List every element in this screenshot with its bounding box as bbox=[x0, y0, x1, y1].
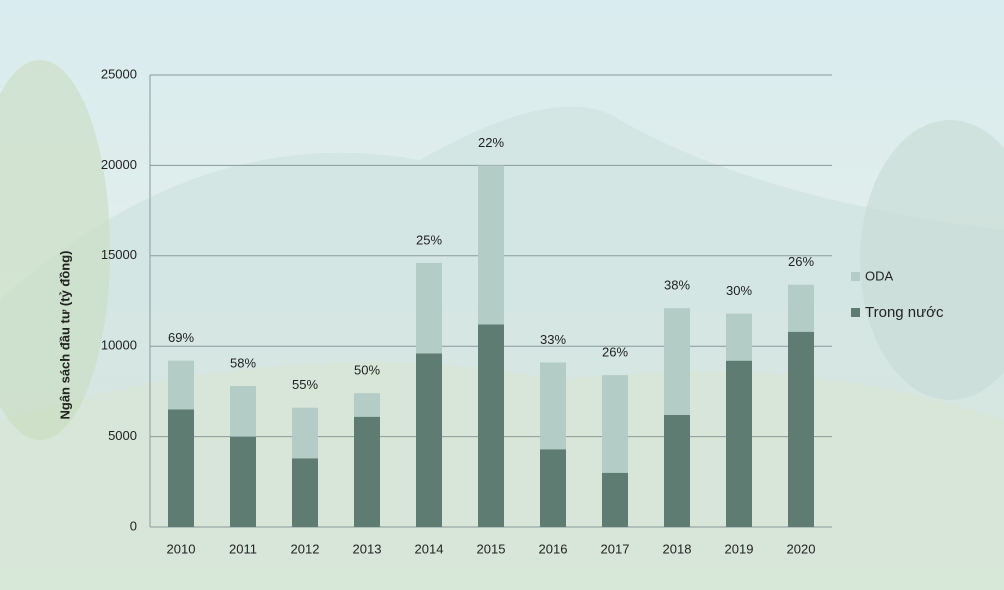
bar-annotation: 26% bbox=[602, 345, 628, 360]
bar-annotation: 58% bbox=[230, 355, 256, 370]
legend-label: ODA bbox=[865, 268, 894, 283]
y-tick-label: 10000 bbox=[101, 338, 137, 353]
x-tick-label: 2019 bbox=[725, 541, 754, 556]
bar-segment bbox=[416, 263, 442, 354]
tree bbox=[860, 120, 1004, 400]
y-tick-label: 20000 bbox=[101, 157, 137, 172]
y-tick-label: 0 bbox=[130, 518, 137, 533]
legend-swatch bbox=[851, 272, 860, 281]
bar-annotation: 33% bbox=[540, 332, 566, 347]
bar-segment bbox=[602, 472, 628, 527]
y-tick-label: 25000 bbox=[101, 66, 137, 81]
bar-annotation: 22% bbox=[478, 135, 504, 150]
bar-segment bbox=[230, 385, 256, 437]
bar-segment bbox=[292, 407, 318, 459]
x-tick-label: 2013 bbox=[353, 541, 382, 556]
bar-segment bbox=[416, 353, 442, 527]
bar-segment bbox=[664, 308, 690, 415]
bar-segment bbox=[168, 360, 194, 410]
bar-annotation: 30% bbox=[726, 283, 752, 298]
bar-segment bbox=[354, 393, 380, 417]
bar-segment bbox=[726, 313, 752, 361]
x-tick-label: 2015 bbox=[477, 541, 506, 556]
tree bbox=[0, 60, 110, 440]
bar-annotation: 25% bbox=[416, 232, 442, 247]
bar-segment bbox=[602, 375, 628, 473]
bar-segment bbox=[726, 360, 752, 527]
bar-annotation: 26% bbox=[788, 254, 814, 269]
bar-annotation: 50% bbox=[354, 363, 380, 378]
y-tick-label: 5000 bbox=[108, 428, 137, 443]
bar-segment bbox=[540, 449, 566, 527]
bar-segment bbox=[168, 409, 194, 527]
bar-segment bbox=[540, 362, 566, 450]
bar-annotation: 55% bbox=[292, 377, 318, 392]
legend-label: Trong nước bbox=[865, 304, 944, 321]
bar-annotation: 69% bbox=[168, 330, 194, 345]
x-tick-label: 2010 bbox=[167, 541, 196, 556]
x-tick-label: 2012 bbox=[291, 541, 320, 556]
bar-segment bbox=[664, 414, 690, 527]
bar-annotation: 38% bbox=[664, 278, 690, 293]
bar-segment bbox=[788, 331, 814, 527]
bar-segment bbox=[478, 165, 504, 325]
bar-segment bbox=[354, 416, 380, 527]
y-axis-label: Ngân sách đầu tư (tỷ đồng) bbox=[57, 250, 72, 419]
x-tick-label: 2020 bbox=[787, 541, 816, 556]
x-tick-label: 2014 bbox=[415, 541, 444, 556]
bar-segment bbox=[788, 284, 814, 332]
x-tick-label: 2011 bbox=[229, 541, 257, 556]
legend-swatch bbox=[851, 308, 860, 317]
bar-segment bbox=[230, 436, 256, 527]
x-tick-label: 2017 bbox=[601, 541, 630, 556]
bar-segment bbox=[292, 458, 318, 527]
x-tick-label: 2016 bbox=[539, 541, 568, 556]
y-tick-label: 15000 bbox=[101, 247, 137, 262]
x-tick-label: 2018 bbox=[663, 541, 692, 556]
bar-segment bbox=[478, 324, 504, 527]
